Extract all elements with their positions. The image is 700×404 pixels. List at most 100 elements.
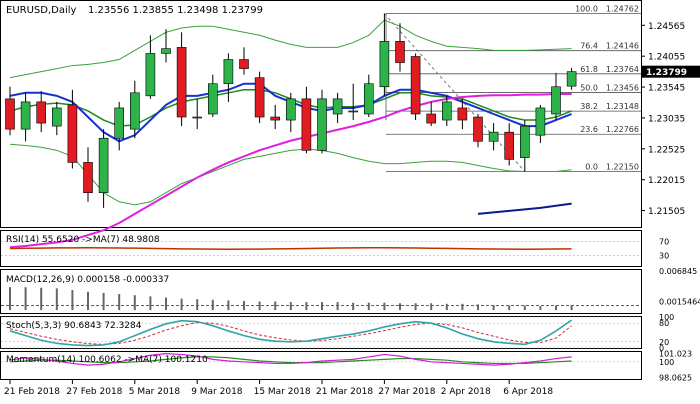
rsi-tick-label: 70 <box>659 238 669 247</box>
momentum-line <box>9 353 572 366</box>
macd-tick-label: 0.006845 <box>659 267 697 276</box>
macd-panel-frame <box>0 269 642 314</box>
fib-level-price: 1.22766 <box>606 125 639 134</box>
last-price-label: 1.23799 <box>646 68 687 78</box>
candle-body <box>473 116 483 142</box>
candle-body <box>176 47 187 118</box>
momentum-tick-label: 98.0625 <box>659 374 692 383</box>
momentum-label: Momentum(14) 100.6062 ->MA(7) 100.1210 <box>6 355 208 365</box>
candle-body <box>301 98 312 151</box>
x-axis: 21 Feb 2018 27 Feb 2018 5 Mar 2018 9 Mar 20… <box>4 380 553 397</box>
fib-level-pct: 76.4 <box>580 42 598 51</box>
candle-body <box>192 116 202 119</box>
candle-body <box>130 92 140 130</box>
main-layer: 100.0 1.24762 76.4 1.24146 61.8 1.23764 50.0 1.… <box>5 4 641 249</box>
rsi-line <box>9 247 572 250</box>
bollinger-upper-line <box>9 19 572 79</box>
main-ohlc: 1.23556 1.23855 1.23498 1.23799 <box>88 5 263 16</box>
y-tick-label: 1.22525 <box>648 145 685 155</box>
candle-body <box>145 53 156 97</box>
candle-body <box>488 131 499 142</box>
momentum-tick-label: 100 <box>659 358 674 367</box>
y-tick-label: 1.21505 <box>648 207 685 217</box>
candle-body <box>98 137 109 194</box>
momentum-tick-label: 101.023 <box>659 349 692 358</box>
stoch-tick-label: 0 <box>659 344 664 353</box>
candle-body <box>363 83 374 115</box>
candle-body <box>239 59 249 69</box>
y-tick-label: 1.24055 <box>648 53 685 63</box>
candle-body <box>208 83 218 115</box>
fib-level-pct: 38.2 <box>580 102 598 111</box>
candle-body <box>519 125 530 158</box>
stoch-k-line <box>9 319 573 347</box>
x-tick-label: 21 Mar 2018 <box>316 387 373 397</box>
candle-body <box>317 98 327 151</box>
main-title: EURUSD,Daily <box>6 5 77 16</box>
fib-level-price: 1.24146 <box>606 42 639 51</box>
candle-body <box>20 101 31 130</box>
y-tick-label: 1.22015 <box>648 176 685 186</box>
stoch-label: Stoch(5,3,3) 90.6843 72.3284 <box>6 321 142 331</box>
candle-body <box>5 98 15 130</box>
fib-level-pct: 0.0 <box>585 163 598 172</box>
rsi-label: RSI(14) 55.6520 ->MA(7) 48.9808 <box>6 235 160 245</box>
ma-navy-line <box>477 202 572 215</box>
candle-body <box>83 162 93 194</box>
candle-body <box>457 107 468 121</box>
y-tick-label: 1.23035 <box>648 114 685 124</box>
candle-body <box>332 98 343 115</box>
macd-tick-label: 0.0015464 <box>659 297 700 306</box>
fib-level-price: 1.22150 <box>606 163 639 172</box>
candle-body <box>535 107 546 136</box>
candle-body <box>114 107 124 139</box>
y-tick-label: 1.24565 <box>648 22 685 32</box>
x-tick-label: 6 Apr 2018 <box>503 387 553 397</box>
candle-body <box>51 107 62 127</box>
candle-body <box>223 59 234 85</box>
candle-body <box>566 71 577 87</box>
x-tick-label: 2 Apr 2018 <box>441 387 491 397</box>
x-tick-label: 27 Mar 2018 <box>378 387 435 397</box>
stoch-tick-label: 80 <box>659 319 669 328</box>
last-price-tag <box>642 65 700 78</box>
candle-body <box>67 104 78 163</box>
x-tick-label: 21 Feb 2018 <box>4 387 60 397</box>
candle-body <box>441 101 452 121</box>
candle-body <box>551 86 561 115</box>
rsi-tick-label: 30 <box>659 252 669 261</box>
stoch-panel-frame <box>0 316 642 349</box>
fib-level-pct: 50.0 <box>580 83 598 92</box>
fib-level-pct: 61.8 <box>580 65 598 74</box>
ma-magenta-line <box>9 93 572 249</box>
candle-body <box>504 131 515 160</box>
candle-body <box>395 41 405 63</box>
candle-body <box>410 56 421 115</box>
momentum-panel-frame <box>0 351 642 380</box>
stoch-tick-label: 100 <box>659 313 674 322</box>
y-tick-label: 1.23545 <box>648 84 685 94</box>
fib-level-pct: 100.0 <box>575 4 598 13</box>
candle-body <box>254 77 265 118</box>
trend-dashed-line <box>384 13 526 172</box>
rsi-panel-frame <box>0 230 642 267</box>
fib-level-price: 1.23764 <box>606 65 639 74</box>
candle-body <box>161 48 171 54</box>
main-y-axis: 1.24565 1.24055 1.23545 1.23035 1.22525 1.220… <box>641 22 700 217</box>
fib-level-pct: 23.6 <box>580 125 598 134</box>
candle-body <box>36 101 47 124</box>
fib-level-price: 1.23148 <box>606 102 639 111</box>
candle-body <box>348 110 359 113</box>
fib-level-price: 1.23456 <box>606 83 639 92</box>
stoch-tick-label: 20 <box>659 338 669 347</box>
candle-body <box>285 98 296 121</box>
momentum-ma-line <box>9 356 572 365</box>
candle-body <box>426 113 437 124</box>
candle-body <box>379 41 390 88</box>
macd-label: MACD(12,26,9) 0.000158 -0.000337 <box>6 275 169 285</box>
x-tick-label: 15 Mar 2018 <box>254 387 311 397</box>
sub-panels: 70300.0068450.001546410080200101.0231009… <box>1 238 700 383</box>
x-tick-label: 5 Mar 2018 <box>129 387 181 397</box>
